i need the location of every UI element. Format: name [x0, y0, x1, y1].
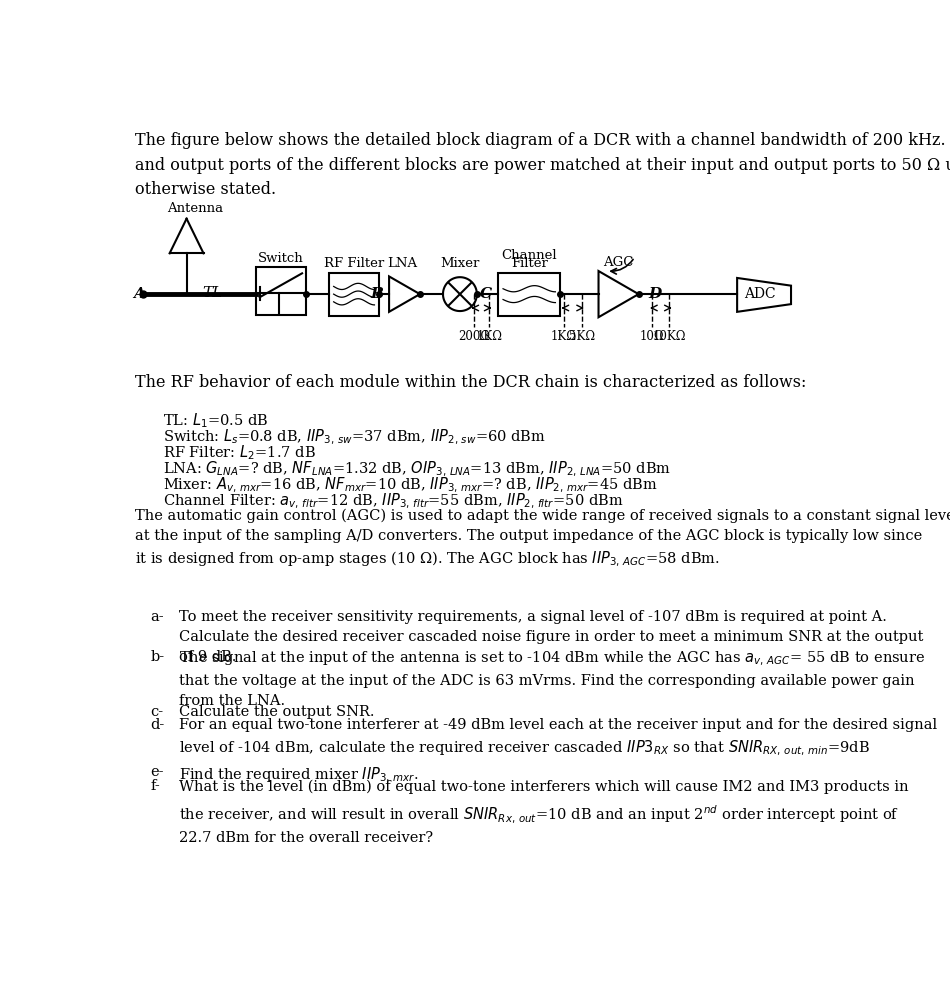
Text: AGC: AGC: [603, 256, 634, 269]
Text: To meet the receiver sensitivity requirements, a signal level of -107 dBm is req: To meet the receiver sensitivity require…: [179, 610, 923, 664]
Text: Channel: Channel: [502, 249, 557, 262]
Text: Mixer: $A_{v,\,mxr}$=16 dB, $NF_{mxr}$=10 dB, $IIP_{3,\,mxr}$=? dB, $IIP_{2,\,mx: Mixer: $A_{v,\,mxr}$=16 dB, $NF_{mxr}$=1…: [163, 476, 658, 495]
Text: The figure below shows the detailed block diagram of a DCR with a channel bandwi: The figure below shows the detailed bloc…: [135, 132, 950, 198]
Text: 10KΩ: 10KΩ: [653, 330, 686, 343]
Text: TL: TL: [202, 286, 222, 299]
Text: 5KΩ: 5KΩ: [568, 330, 595, 343]
Text: f-: f-: [150, 780, 161, 793]
Text: a-: a-: [150, 610, 164, 623]
Text: The RF behavior of each module within the DCR chain is characterized as follows:: The RF behavior of each module within th…: [135, 374, 807, 391]
Text: RF Filter: RF Filter: [324, 257, 384, 271]
FancyBboxPatch shape: [256, 267, 306, 315]
Text: Channel Filter: $a_{v,\,fltr}$=12 dB, $IIP_{3,\,fltr}$=55 dBm, $IIP_{2,\,fltr}$=: Channel Filter: $a_{v,\,fltr}$=12 dB, $I…: [163, 492, 624, 512]
Text: D: D: [649, 288, 662, 301]
Text: What is the level (in dBm) of equal two-tone interferers which will cause IM2 an: What is the level (in dBm) of equal two-…: [179, 780, 908, 845]
Text: 1KΩ: 1KΩ: [551, 330, 577, 343]
Text: Switch: Switch: [258, 252, 304, 265]
Text: Find the required mixer $IIP_{3,\,mxr}$.: Find the required mixer $IIP_{3,\,mxr}$.: [179, 766, 418, 784]
Text: The automatic gain control (AGC) is used to adapt the wide range of received sig: The automatic gain control (AGC) is used…: [135, 508, 950, 569]
FancyBboxPatch shape: [329, 273, 379, 316]
Text: LNA: LNA: [387, 257, 417, 271]
Text: Switch: $L_s$=0.8 dB, $IIP_{3,\,sw}$=37 dBm, $IIP_{2,\,sw}$=60 dBm: Switch: $L_s$=0.8 dB, $IIP_{3,\,sw}$=37 …: [163, 428, 546, 447]
Text: A: A: [133, 288, 145, 301]
Text: B: B: [370, 288, 383, 301]
FancyBboxPatch shape: [499, 273, 560, 316]
Text: d-: d-: [150, 717, 164, 732]
Text: For an equal two-tone interferer at -49 dBm level each at the receiver input and: For an equal two-tone interferer at -49 …: [179, 717, 937, 759]
Text: Filter: Filter: [511, 257, 547, 271]
Text: e-: e-: [150, 766, 164, 780]
Text: 200Ω: 200Ω: [458, 330, 490, 343]
Text: 1KΩ: 1KΩ: [476, 330, 503, 343]
Text: Calculate the output SNR.: Calculate the output SNR.: [179, 705, 374, 719]
Text: TL: $L_1$=0.5 dB: TL: $L_1$=0.5 dB: [163, 411, 269, 430]
Text: Mixer: Mixer: [440, 257, 480, 271]
Text: LNA: $G_{LNA}$=? dB, $NF_{LNA}$=1.32 dB, $OIP_{3,\,LNA}$=13 dBm, $IIP_{2,\,LNA}$: LNA: $G_{LNA}$=? dB, $NF_{LNA}$=1.32 dB,…: [163, 459, 672, 479]
Text: c-: c-: [150, 705, 163, 719]
Text: 10Ω: 10Ω: [640, 330, 665, 343]
Text: The signal at the input of the antenna is set to -104 dBm while the AGC has $a_{: The signal at the input of the antenna i…: [179, 650, 925, 708]
Text: ADC: ADC: [745, 288, 776, 301]
Text: C: C: [480, 288, 492, 301]
Text: RF Filter: $L_2$=1.7 dB: RF Filter: $L_2$=1.7 dB: [163, 444, 316, 462]
Text: Antenna: Antenna: [167, 202, 223, 214]
Text: b-: b-: [150, 650, 164, 664]
